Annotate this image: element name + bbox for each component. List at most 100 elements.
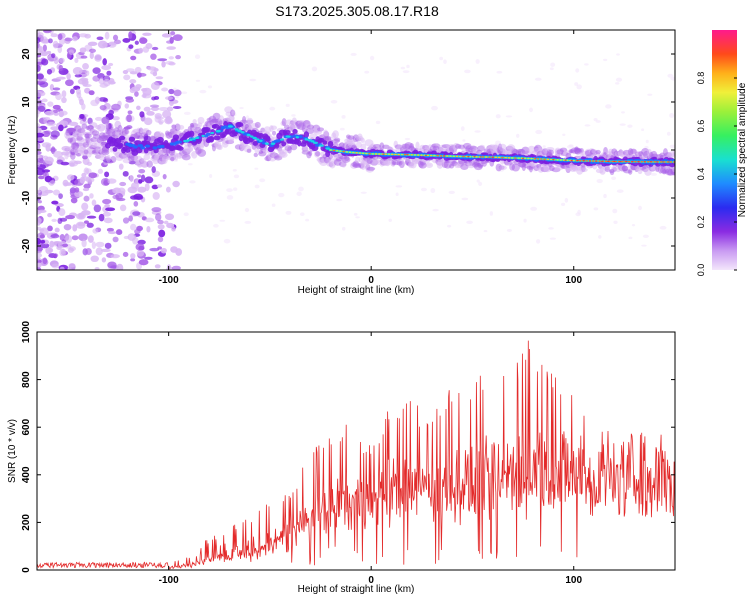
spectrogram-cell xyxy=(171,265,181,270)
spectrogram-cell xyxy=(332,149,336,152)
spectrogram-cell xyxy=(355,141,362,149)
spectrogram-cell xyxy=(168,88,175,95)
spectrogram-cell xyxy=(298,186,304,192)
spectrogram-cell xyxy=(112,116,120,121)
spectrogram-y-tick-label: 20 xyxy=(21,48,32,60)
spectrogram-cell xyxy=(82,63,89,70)
spectrogram-cell xyxy=(521,146,530,155)
spectrogram-cell xyxy=(387,153,391,156)
spectrogram-cell xyxy=(254,184,260,189)
spectrogram-cell xyxy=(322,135,332,141)
spectrogram-cell xyxy=(157,58,168,62)
spectrogram-cell xyxy=(672,149,675,156)
spectrogram-cell xyxy=(611,160,615,163)
spectrogram-cell xyxy=(429,154,433,157)
spectrogram-cell xyxy=(133,145,138,149)
spectrogram-cell xyxy=(575,68,580,73)
spectrogram-cell xyxy=(181,91,188,95)
spectrogram-cell xyxy=(598,235,602,239)
spectrogram-cell xyxy=(606,160,610,162)
spectrogram-cell xyxy=(93,204,102,213)
spectrogram-cell xyxy=(106,154,111,163)
spectrogram-cell xyxy=(92,67,101,75)
spectrogram-cell xyxy=(406,64,410,69)
spectrogram-cell xyxy=(483,230,488,233)
spectrogram-cell xyxy=(548,149,554,155)
spectrogram-cell xyxy=(76,88,81,95)
spectrogram-y-tick-label: 10 xyxy=(21,96,32,108)
spectrogram-cell xyxy=(53,56,59,65)
spectrogram-cell xyxy=(621,111,625,114)
spectrogram-cell xyxy=(593,207,599,211)
spectrogram-cell xyxy=(285,210,292,215)
spectrogram-cell xyxy=(264,142,270,145)
spectrogram-cell xyxy=(145,144,151,148)
spectrogram-cell xyxy=(118,135,126,141)
spectrogram-cell xyxy=(135,243,145,251)
spectrogram-cell xyxy=(211,123,220,129)
spectrogram-cell xyxy=(37,209,47,214)
spectrogram-cell xyxy=(110,156,117,163)
spectrogram-cell xyxy=(130,258,136,262)
spectrogram-cell xyxy=(413,154,417,156)
spectrogram-cell xyxy=(66,72,71,80)
spectrogram-cell xyxy=(104,31,110,40)
spectrogram-cell xyxy=(108,62,114,67)
spectrogram-cell xyxy=(295,136,299,139)
spectrogram-cell xyxy=(52,189,61,196)
spectrogram-cell xyxy=(400,66,406,70)
spectrogram-cell xyxy=(570,159,573,161)
spectrogram-cell xyxy=(137,186,147,193)
spectrogram-cell xyxy=(254,148,260,153)
spectrogram-cell xyxy=(52,87,61,91)
spectrogram-cell xyxy=(339,127,345,131)
spectrogram-cell xyxy=(192,137,196,140)
spectrogram-cell xyxy=(101,65,112,71)
spectrogram-cell xyxy=(189,180,196,184)
spectrogram-cell xyxy=(69,246,76,252)
spectrogram-cell xyxy=(536,239,541,244)
spectrogram-cell xyxy=(47,212,53,218)
spectrogram-cell xyxy=(89,193,94,199)
spectrogram-cell xyxy=(46,121,56,127)
spectrogram-cell xyxy=(46,68,53,75)
spectrogram-cell xyxy=(103,178,109,185)
spectrogram-cell xyxy=(394,153,397,156)
spectrogram-cell xyxy=(348,151,352,154)
spectrogram-cell xyxy=(161,33,172,38)
spectrogram-cell xyxy=(374,153,378,155)
spectrogram-cell xyxy=(100,248,111,253)
spectrogram-cell xyxy=(152,157,160,165)
spectrogram-cell xyxy=(83,167,90,175)
spectrogram-cell xyxy=(420,154,423,156)
spectrogram-cell xyxy=(122,38,131,43)
spectrogram-cell xyxy=(272,130,277,136)
spectrogram-cell xyxy=(667,73,674,78)
snr-y-tick-label: 600 xyxy=(21,418,32,435)
spectrogram-cell xyxy=(49,180,56,185)
spectrogram-cell xyxy=(384,153,388,155)
spectrogram-cell xyxy=(171,226,176,232)
spectrogram-cell xyxy=(181,154,191,161)
spectrogram-cell xyxy=(117,142,124,148)
spectrogram-cell xyxy=(155,213,162,221)
spectrogram-cell xyxy=(375,120,381,125)
spectrogram-cell xyxy=(123,74,131,81)
spectrogram-cell xyxy=(88,90,95,96)
spectrogram-cell xyxy=(44,189,54,194)
spectrogram-cell xyxy=(81,239,87,248)
spectrogram-cell xyxy=(669,161,673,163)
spectrogram-cell xyxy=(246,133,251,137)
spectrogram-cell xyxy=(161,87,169,92)
spectrogram-cell xyxy=(291,114,296,117)
spectrogram-cell xyxy=(66,174,75,181)
spectrogram-x-axis: -100 0 100 xyxy=(159,30,583,286)
spectrogram-cell xyxy=(141,93,152,99)
spectrogram-cell xyxy=(615,82,620,85)
spectrogram-cell xyxy=(37,262,42,268)
spectrogram-cell xyxy=(594,160,598,162)
spectrogram-cell xyxy=(253,152,258,158)
spectrogram-cell xyxy=(186,139,190,142)
spectrogram-cell xyxy=(552,159,555,161)
